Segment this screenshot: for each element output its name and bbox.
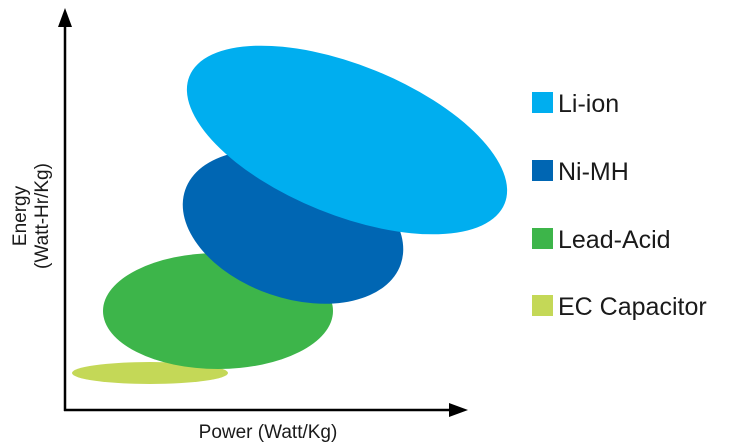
regions [72, 45, 508, 384]
y-axis-label-line-2: (Watt-Hr/Kg) [32, 163, 53, 269]
region-ec-capacitor [72, 362, 228, 384]
region-li-ion [186, 45, 508, 235]
legend-label-lead-acid: Lead-Acid [558, 226, 671, 254]
legend-item-ni-mh: Ni-MH [532, 158, 629, 186]
legend: Li-ion Ni-MH Lead-Acid EC Capacitor [532, 90, 707, 321]
y-axis-label: Energy (Watt-Hr/Kg) [10, 163, 53, 269]
legend-label-li-ion: Li-ion [558, 90, 619, 118]
legend-swatch-li-ion [532, 92, 553, 113]
legend-label-ni-mh: Ni-MH [558, 158, 629, 186]
y-axis-label-line-1: Energy [10, 185, 31, 246]
legend-item-li-ion: Li-ion [532, 90, 619, 118]
axes [58, 8, 468, 417]
x-axis-label: Power (Watt/Kg) [199, 422, 338, 443]
x-axis-arrow [449, 403, 468, 417]
legend-swatch-ni-mh [532, 160, 553, 181]
legend-label-ec-capacitor: EC Capacitor [558, 293, 707, 321]
legend-item-lead-acid: Lead-Acid [532, 226, 671, 254]
legend-item-ec-capacitor: EC Capacitor [532, 293, 707, 321]
legend-swatch-ec-capacitor [532, 295, 553, 316]
legend-swatch-lead-acid [532, 228, 553, 249]
y-axis-arrow [58, 8, 72, 27]
